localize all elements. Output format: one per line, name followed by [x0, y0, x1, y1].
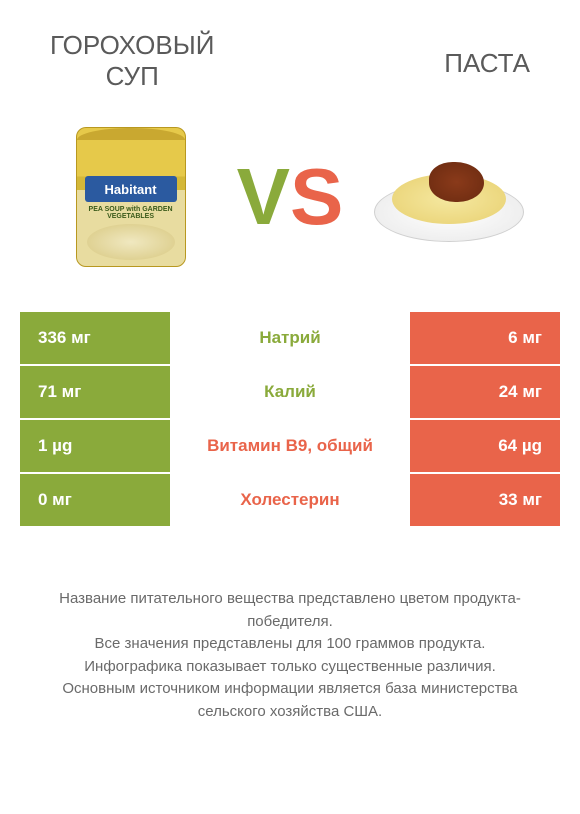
cell-right: 24 мг [410, 366, 560, 418]
footer-line: Основным источником информации является … [40, 678, 540, 723]
can-soup-icon [87, 224, 175, 260]
can-brand: Habitant [85, 176, 177, 202]
comparison-table: 336 мгНатрий6 мг71 мгКалий24 мг1 µgВитам… [20, 312, 560, 528]
footer-line: Все значения представлены для 100 граммо… [40, 633, 540, 656]
can-sub: PEA SOUP with GARDEN VEGETABLES [85, 206, 177, 220]
table-row: 0 мгХолестерин33 мг [20, 474, 560, 528]
vs-s: S [290, 151, 343, 243]
vs-v: V [237, 151, 290, 243]
cell-label: Натрий [170, 312, 410, 364]
table-row: 336 мгНатрий6 мг [20, 312, 560, 366]
footer: Название питательного вещества представл… [20, 588, 560, 723]
images-row: Habitant PEA SOUP with GARDEN VEGETABLES… [20, 122, 560, 272]
cell-right: 64 µg [410, 420, 560, 472]
cell-right: 6 мг [410, 312, 560, 364]
cell-right: 33 мг [410, 474, 560, 526]
cell-left: 71 мг [20, 366, 170, 418]
cell-left: 336 мг [20, 312, 170, 364]
header: ГОРОХОВЫЙ СУП ПАСТА [20, 30, 560, 92]
cell-label: Витамин B9, общий [170, 420, 410, 472]
soup-image: Habitant PEA SOUP with GARDEN VEGETABLES [56, 122, 206, 272]
soup-can-icon: Habitant PEA SOUP with GARDEN VEGETABLES [76, 127, 186, 267]
pasta-image [374, 122, 524, 272]
cell-left: 1 µg [20, 420, 170, 472]
pasta-sauce-icon [429, 162, 484, 202]
footer-line: Название питательного вещества представл… [40, 588, 540, 633]
table-row: 71 мгКалий24 мг [20, 366, 560, 420]
vs-label: VS [237, 151, 344, 243]
left-title: ГОРОХОВЫЙ СУП [50, 30, 214, 92]
table-row: 1 µgВитамин B9, общий64 µg [20, 420, 560, 474]
right-title: ПАСТА [444, 48, 530, 79]
pasta-plate-icon [374, 152, 524, 242]
cell-left: 0 мг [20, 474, 170, 526]
footer-line: Инфографика показывает только существенн… [40, 656, 540, 679]
cell-label: Холестерин [170, 474, 410, 526]
cell-label: Калий [170, 366, 410, 418]
